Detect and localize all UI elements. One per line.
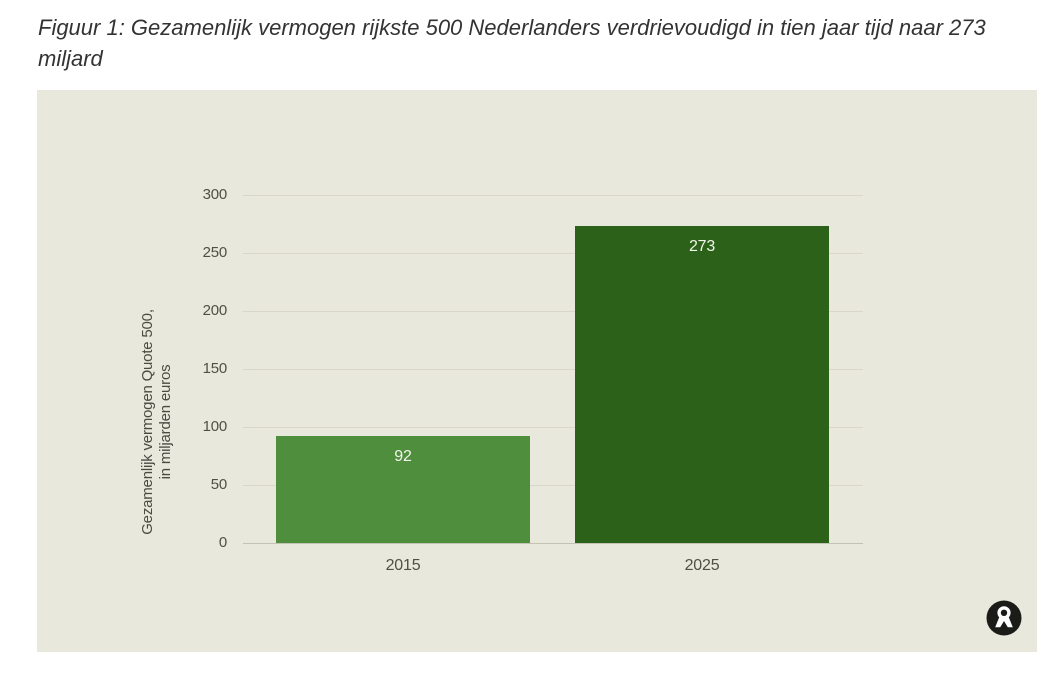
gridline <box>243 253 863 254</box>
figure-title: Figuur 1: Gezamenlijk vermogen rijkste 5… <box>38 15 986 71</box>
gridline <box>243 427 863 428</box>
y-tick-label: 300 <box>202 186 228 203</box>
gridline <box>243 369 863 370</box>
bar-2015: 92 <box>276 436 530 543</box>
y-tick-label: 200 <box>202 302 228 319</box>
bar-2025: 273 <box>575 226 829 543</box>
logo-ribbon-tails <box>995 617 1013 628</box>
y-axis-label-line-1: Gezamenlijk vermogen Quote 500, <box>139 309 156 535</box>
gridline <box>243 485 863 486</box>
y-tick-label: 150 <box>202 360 228 377</box>
gridline <box>243 195 863 196</box>
chart-panel: Gezamenlijk vermogen Quote 500, in milja… <box>37 90 1037 652</box>
x-tick-label: 2025 <box>684 557 720 574</box>
x-tick-label: 2015 <box>385 557 421 574</box>
y-tick-label: 50 <box>210 476 227 493</box>
y-tick-label: 0 <box>218 534 227 551</box>
y-tick-label: 100 <box>202 418 228 435</box>
bar-value-label: 92 <box>394 448 412 465</box>
gridline <box>243 311 863 312</box>
oxfam-logo-icon <box>986 600 1022 636</box>
bar-value-label: 273 <box>688 238 716 255</box>
x-axis-line <box>243 543 863 544</box>
y-tick-label: 250 <box>202 244 228 261</box>
